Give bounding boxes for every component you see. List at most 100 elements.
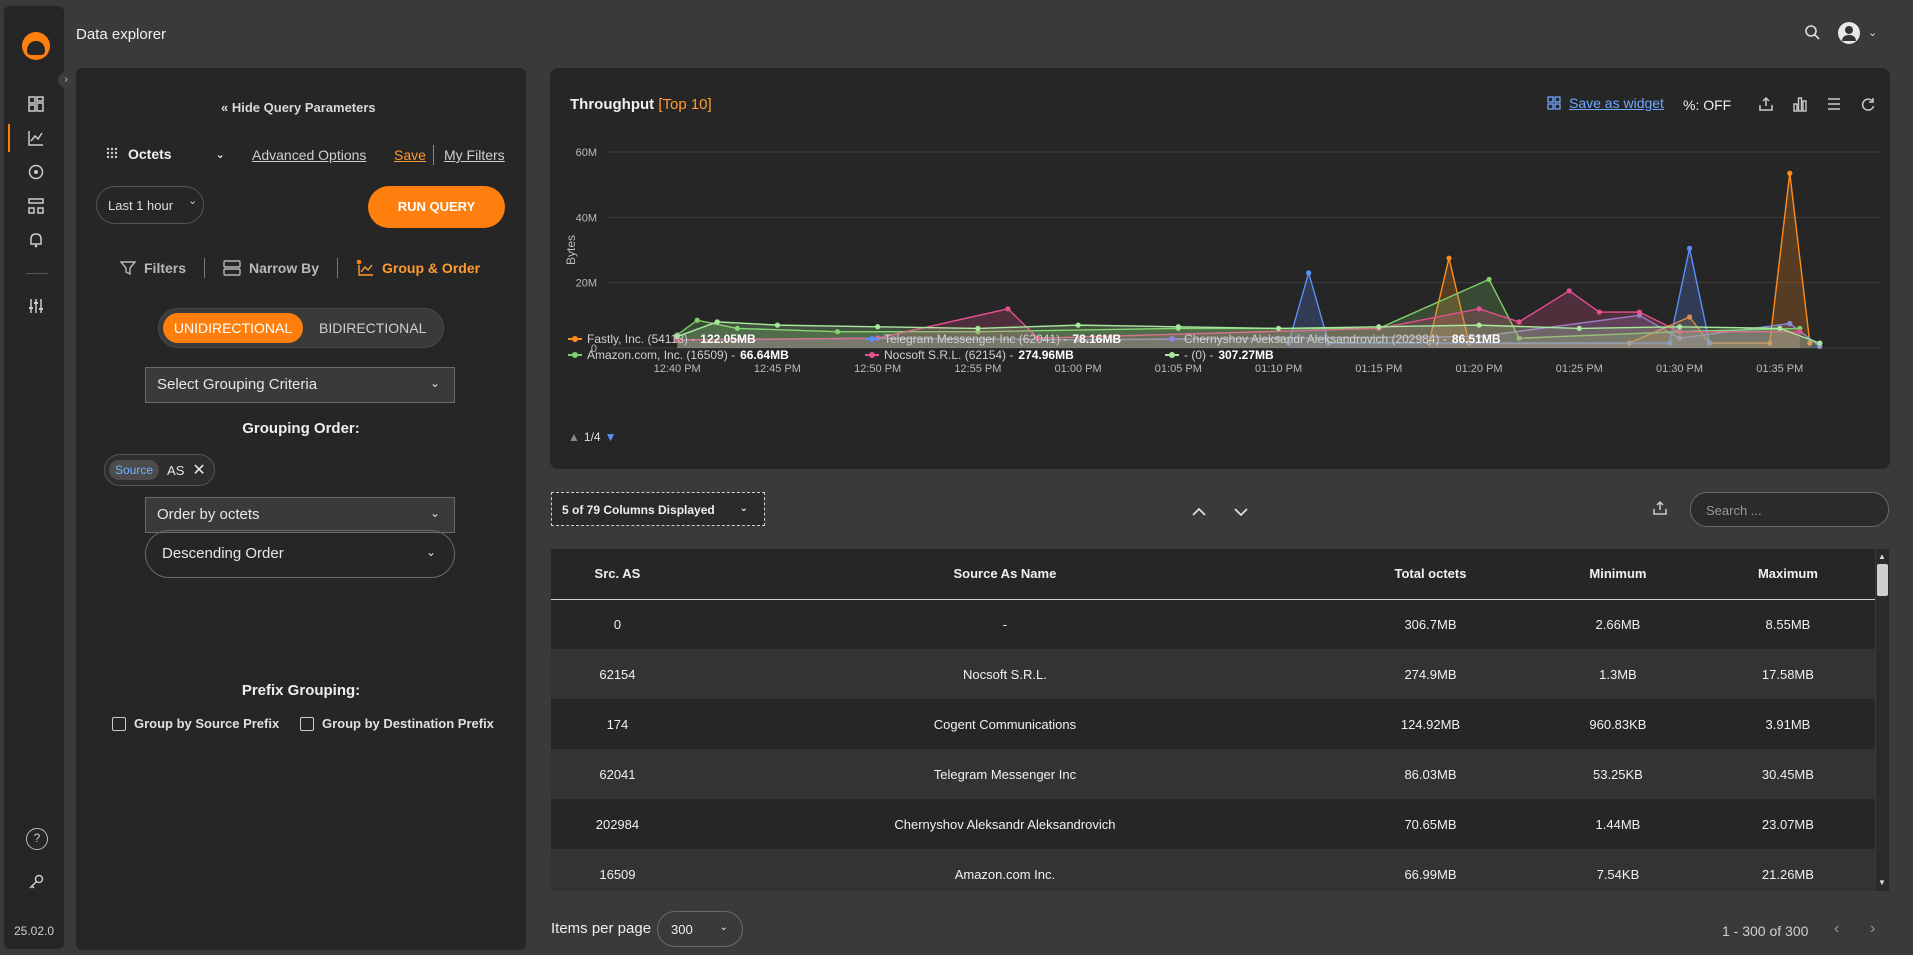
legend-page-label: 1/4 bbox=[583, 430, 601, 444]
legend-item[interactable]: - (0) - 307.27MB bbox=[1165, 348, 1274, 362]
settings-sliders-icon[interactable] bbox=[26, 296, 46, 316]
column-header[interactable]: Total octets bbox=[1325, 549, 1536, 600]
menu-icon[interactable] bbox=[1826, 96, 1842, 115]
time-range-select[interactable]: Last 1 hour bbox=[96, 186, 204, 224]
hierarchy-icon[interactable] bbox=[26, 196, 46, 216]
scrollbar-thumb[interactable] bbox=[1877, 564, 1888, 596]
search-icon[interactable] bbox=[1804, 24, 1820, 43]
metric-select[interactable]: Octets ⌄ bbox=[106, 146, 225, 162]
column-header[interactable]: Source As Name bbox=[683, 549, 1326, 600]
data-point bbox=[734, 325, 740, 331]
unidirectional-option[interactable]: UNIDIRECTIONAL bbox=[163, 313, 303, 343]
order-direction-select[interactable]: Descending Order ⌄ bbox=[145, 530, 455, 578]
data-table: Src. AS Source As Name Total octets Minimum… bbox=[551, 549, 1875, 891]
group-by-destination-prefix-checkbox[interactable]: Group by Destination Prefix bbox=[300, 716, 494, 731]
save-link[interactable]: Save bbox=[394, 147, 426, 163]
percent-toggle[interactable]: %: OFF bbox=[1683, 97, 1732, 113]
export-icon[interactable] bbox=[1652, 500, 1668, 519]
group-by-source-prefix-checkbox[interactable]: Group by Source Prefix bbox=[112, 716, 279, 731]
table-cell: 1.44MB bbox=[1535, 799, 1701, 849]
series-line bbox=[677, 289, 1800, 341]
data-point bbox=[834, 329, 841, 335]
data-point bbox=[1476, 306, 1482, 312]
throughput-chart[interactable]: 0 20M 40M 60M Bytes 12:40 PM 12:45 PM 12:50 PM 1… bbox=[550, 68, 1890, 428]
column-header[interactable]: Minimum bbox=[1535, 549, 1701, 600]
grid-dots-icon bbox=[106, 146, 118, 162]
checkbox[interactable] bbox=[300, 716, 314, 731]
advanced-options-link[interactable]: Advanced Options bbox=[252, 147, 367, 163]
table-row[interactable]: 62041 Telegram Messenger Inc 86.03MB 53.25K… bbox=[551, 749, 1875, 799]
analytics-icon[interactable] bbox=[8, 124, 46, 152]
my-filters-link[interactable]: My Filters bbox=[444, 147, 505, 163]
table-search-input[interactable]: Search ... bbox=[1690, 492, 1889, 527]
table-cell: 124.92MB bbox=[1325, 699, 1536, 749]
tab-group-order[interactable]: Group & Order bbox=[356, 259, 480, 277]
chevron-down-icon: ⌄ bbox=[429, 506, 440, 520]
alerts-icon[interactable] bbox=[26, 230, 46, 250]
legend-item[interactable]: Amazon.com, Inc. (16509) - 66.64MB bbox=[568, 348, 789, 362]
run-query-button[interactable]: RUN QUERY bbox=[368, 186, 505, 228]
x-tick-label: 12:40 PM bbox=[654, 363, 701, 375]
chevron-down-icon[interactable]: ⌄ bbox=[1868, 27, 1878, 39]
order-direction-label: Descending Order bbox=[162, 545, 284, 562]
tab-narrow-by[interactable]: Narrow By bbox=[223, 260, 319, 276]
data-point bbox=[1476, 322, 1482, 328]
items-per-page-select[interactable]: 300 ⌄ bbox=[657, 911, 743, 947]
y-tick-label: 20M bbox=[576, 278, 597, 290]
filter-icon bbox=[120, 261, 136, 276]
tab-filters[interactable]: Filters bbox=[120, 260, 186, 276]
order-by-select[interactable]: Order by octets ⌄ bbox=[145, 497, 455, 533]
data-point bbox=[1636, 309, 1643, 315]
bar-chart-icon[interactable] bbox=[1792, 96, 1808, 115]
legend-item[interactable]: Nocsoft S.R.L. (62154) - 274.96MB bbox=[865, 348, 1074, 362]
triangle-down-icon[interactable]: ▼ bbox=[604, 430, 617, 444]
help-icon[interactable]: ? bbox=[26, 828, 48, 850]
legend-item[interactable]: Chernyshov Aleksandr Aleksandrovich (202… bbox=[1165, 332, 1501, 346]
refresh-icon[interactable] bbox=[1860, 96, 1876, 115]
data-point bbox=[1306, 270, 1312, 276]
chevron-right-icon[interactable]: › bbox=[1870, 920, 1876, 937]
expand-nav-button[interactable]: › bbox=[58, 72, 74, 88]
scroll-down-icon[interactable]: ▼ bbox=[1878, 878, 1886, 887]
legend-item[interactable]: Telegram Messenger Inc (62041) - 78.16MB bbox=[865, 332, 1121, 346]
x-tick-label: 01:10 PM bbox=[1255, 363, 1302, 375]
table-cell: 960.83KB bbox=[1535, 699, 1701, 749]
legend-series-name: Amazon.com, Inc. (16509) - bbox=[587, 348, 736, 362]
legend-swatch bbox=[1165, 336, 1179, 342]
legend-item[interactable]: Fastly, Inc. (54113) - 122.05MB bbox=[568, 332, 756, 346]
key-icon[interactable] bbox=[26, 872, 46, 892]
table-cell: 3.91MB bbox=[1700, 699, 1875, 749]
column-header[interactable]: Src. AS bbox=[551, 549, 684, 600]
close-icon[interactable]: ✕ bbox=[192, 462, 206, 479]
network-icon[interactable] bbox=[26, 162, 46, 182]
data-point bbox=[1676, 335, 1683, 341]
chevron-down-icon[interactable]: ⌄ bbox=[188, 195, 198, 207]
table-row[interactable]: 62154 Nocsoft S.R.L. 274.9MB 1.3MB 17.58MB bbox=[551, 649, 1875, 699]
grouping-criteria-select[interactable]: Select Grouping Criteria ⌄ bbox=[145, 367, 455, 403]
table-cell: 16509 bbox=[551, 849, 684, 891]
export-icon[interactable] bbox=[1758, 96, 1774, 115]
table-cell: 66.99MB bbox=[1325, 849, 1536, 891]
checkbox[interactable] bbox=[112, 716, 126, 731]
app-logo[interactable] bbox=[22, 32, 50, 60]
triangle-up-icon[interactable]: ▲ bbox=[568, 430, 580, 444]
data-point bbox=[1676, 324, 1683, 330]
table-scrollbar[interactable] bbox=[1876, 549, 1889, 891]
columns-displayed-button[interactable]: 5 of 79 Columns Displayed ⌄ bbox=[551, 492, 765, 526]
table-row[interactable]: 0-306.7MB 2.66MB 8.55MB bbox=[551, 599, 1875, 649]
dashboard-icon[interactable] bbox=[26, 94, 46, 114]
column-header[interactable]: Maximum bbox=[1700, 549, 1875, 600]
save-as-widget-link[interactable]: Save as widget bbox=[1547, 95, 1664, 111]
table-cell: 1.3MB bbox=[1535, 649, 1701, 699]
table-row[interactable]: 202984 Chernyshov Aleksandr Aleksandrovic… bbox=[551, 799, 1875, 849]
chevron-left-icon[interactable]: ‹ bbox=[1834, 920, 1840, 937]
chevron-down-icon[interactable] bbox=[1233, 504, 1249, 521]
table-row[interactable]: 16509 Amazon.com Inc. 66.99MB 7.54KB 21.26MB bbox=[551, 849, 1875, 891]
bidirectional-option[interactable]: BIDIRECTIONAL bbox=[319, 320, 427, 336]
chevron-up-icon[interactable] bbox=[1191, 504, 1207, 521]
table-row[interactable]: 174 Cogent Communications 124.92MB 960.83KB… bbox=[551, 699, 1875, 749]
scroll-up-icon[interactable]: ▲ bbox=[1878, 552, 1886, 561]
group-by-source-prefix-label: Group by Source Prefix bbox=[134, 716, 280, 731]
hide-query-parameters-button[interactable]: « Hide Query Parameters bbox=[221, 100, 376, 115]
user-avatar-icon[interactable] bbox=[1838, 22, 1860, 44]
